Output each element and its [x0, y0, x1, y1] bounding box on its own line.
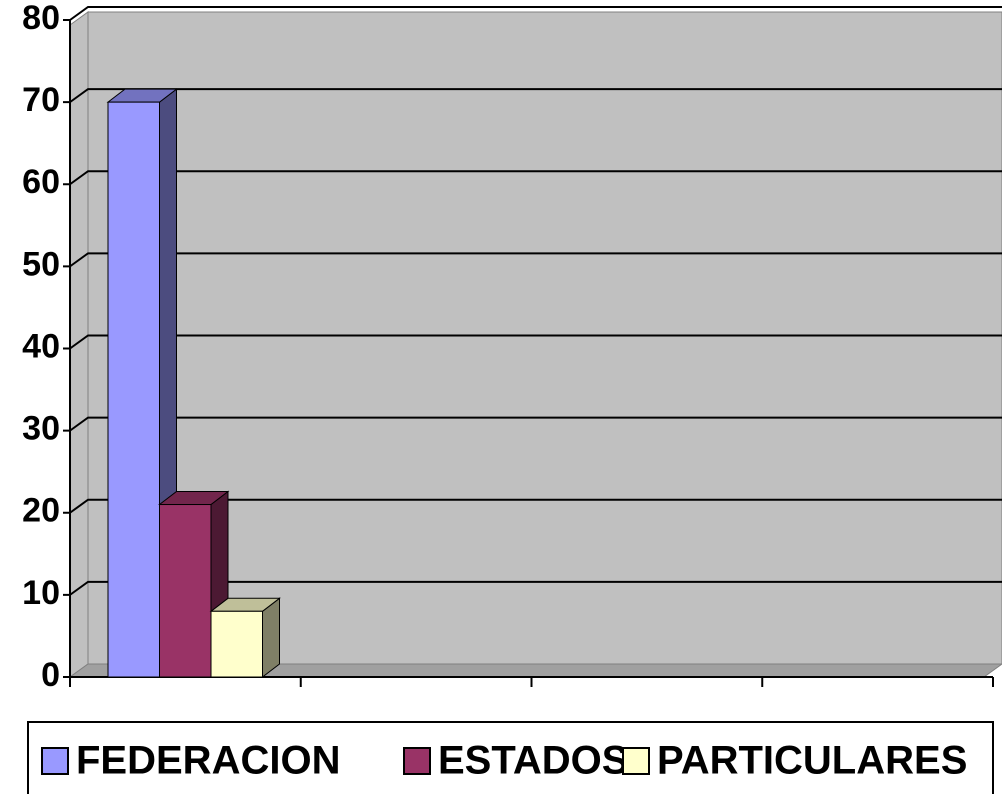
grid-line [69, 416, 1002, 432]
y-tick-label: 60 [22, 163, 60, 201]
y-tick-label: 20 [22, 492, 60, 530]
legend-label: FEDERACION [76, 739, 340, 783]
y-tick-label: 40 [22, 327, 60, 365]
bar [107, 101, 160, 678]
legend-swatch [622, 747, 650, 775]
grid-line [69, 498, 1002, 514]
side-wall [69, 11, 89, 678]
bar-side [262, 597, 280, 679]
y-tick-label: 50 [22, 245, 60, 283]
y-tick-label: 70 [22, 81, 60, 119]
legend-swatch [403, 747, 431, 775]
grid-line [69, 88, 1002, 103]
grid-line [69, 170, 1002, 186]
bar [159, 504, 212, 678]
y-tick-label: 10 [22, 574, 60, 612]
legend-label: ESTADOS [438, 739, 628, 783]
legend-box [27, 721, 994, 799]
legend-label: PARTICULARES [657, 739, 967, 783]
y-tick-label: 80 [22, 0, 60, 37]
grid-line [69, 6, 1002, 21]
y-tick-label: 0 [41, 656, 60, 694]
grid-line [69, 334, 1002, 350]
grid-line [69, 580, 1002, 596]
bar [210, 610, 263, 678]
legend-swatch [41, 747, 69, 775]
y-tick-label: 30 [22, 410, 60, 448]
grid-line [69, 252, 1002, 268]
